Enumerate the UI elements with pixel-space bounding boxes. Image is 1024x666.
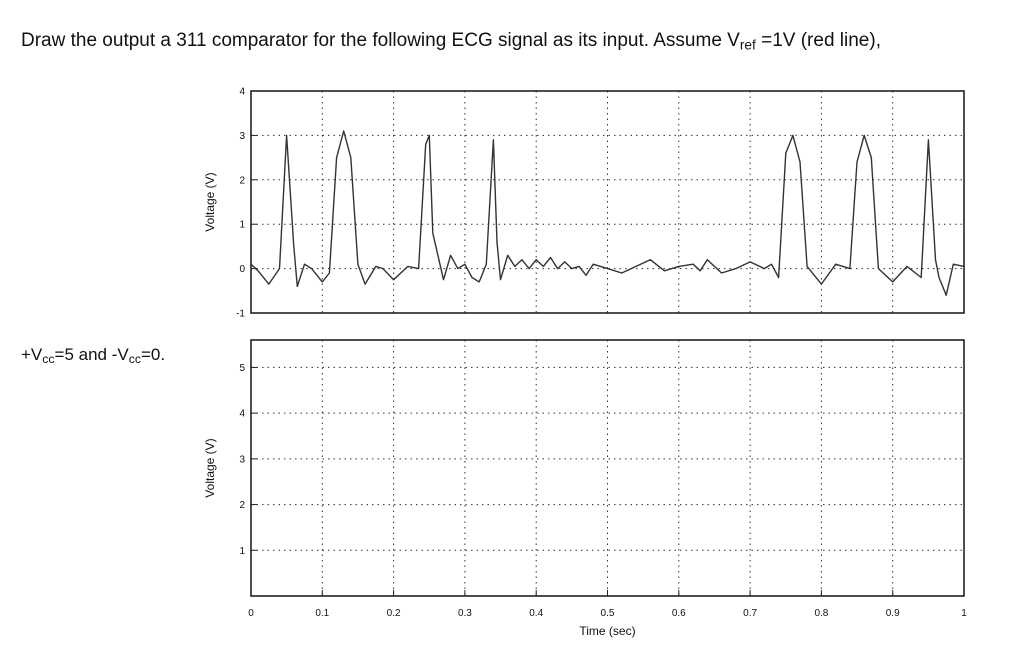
x-tick-label: 0.4 — [529, 608, 543, 619]
x-tick-label: 0.6 — [672, 608, 686, 619]
y-tick-label: 3 — [239, 131, 245, 142]
question-line-1: Draw the output a 311 comparator for the… — [21, 30, 881, 52]
y-tick-label: 3 — [239, 454, 245, 465]
question-line-2: +Vcc=5 and -Vcc=0. — [21, 345, 165, 366]
series-group — [250, 130, 965, 296]
y-tick-label: 4 — [239, 409, 245, 420]
y-tick-label: 0 — [239, 264, 245, 275]
x-tick-label: 0.5 — [601, 608, 615, 619]
x-tick-label: 1 — [961, 608, 967, 619]
grid-lines — [251, 91, 964, 313]
x-tick-label: 0.9 — [886, 608, 900, 619]
y-tick-label: -1 — [236, 309, 245, 320]
ecg-input-chart: -1 0 1 2 3 4 Voltage (V) — [203, 87, 965, 320]
vcc-minus-subscript: cc — [128, 352, 141, 367]
y-tick-labels: 1 2 3 4 5 — [239, 363, 257, 557]
y-tick-labels: -1 0 1 2 3 4 — [236, 87, 257, 320]
ref-subscript: ref — [739, 37, 756, 53]
y-tick-label: 2 — [239, 175, 245, 186]
y-tick-label: 1 — [239, 546, 245, 557]
y-tick-label: 2 — [239, 500, 245, 511]
y-tick-label: 1 — [239, 220, 245, 231]
y-axis-label: Voltage (V) — [203, 438, 217, 497]
x-tick-label: 0.2 — [387, 608, 401, 619]
comparator-output-chart: 1 2 3 4 5 0 0.1 0.2 0.3 0.4 0.5 0.6 0.7 0.8 0.9 1 Volt… — [203, 339, 967, 638]
question-text-b: =1V (red line), — [755, 30, 881, 51]
x-tick-label: 0.3 — [458, 608, 472, 619]
plot-frame — [250, 90, 965, 314]
x-tick-label: 0.7 — [743, 608, 757, 619]
x-tick-label: 0 — [248, 608, 254, 619]
vcc-minus-value: =0. — [140, 345, 166, 364]
vcc-plus-prefix: +V — [21, 345, 43, 364]
x-axis-label: Time (sec) — [579, 624, 635, 638]
ecg-signal-line — [250, 130, 965, 296]
y-tick-label: 5 — [239, 363, 245, 374]
y-tick-label: 4 — [239, 87, 245, 98]
grid-lines — [251, 340, 964, 596]
vcc-plus-subscript: cc — [42, 352, 55, 367]
x-tick-labels: 0 0.1 0.2 0.3 0.4 0.5 0.6 0.7 0.8 0.9 1 — [248, 590, 967, 619]
x-tick-label: 0.1 — [315, 608, 329, 619]
x-tick-label: 0.8 — [814, 608, 828, 619]
y-axis-label: Voltage (V) — [203, 172, 217, 231]
question-text-a: Draw the output a 311 comparator for the… — [21, 30, 740, 51]
vcc-plus-value: =5 and -V — [54, 345, 129, 364]
